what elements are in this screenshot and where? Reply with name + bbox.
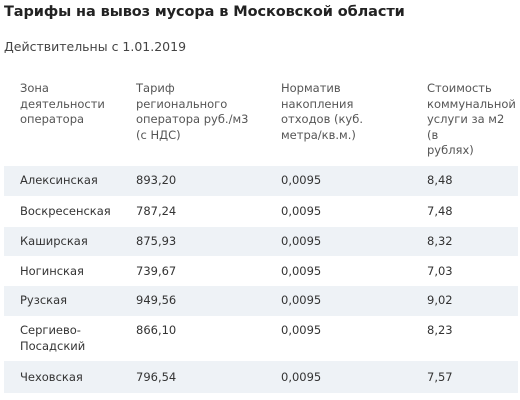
header-norm: Норматив накопления отходов (куб. метра/… [281,81,363,143]
cell-norm: 0,0095 [281,173,322,187]
cell-tariff: 875,93 [136,234,177,248]
cell-zone: Каширская [20,234,88,248]
cell-norm: 0,0095 [281,264,322,278]
header-tariff-line: регионального [136,96,228,111]
cell-cost: 7,57 [427,370,453,384]
cell-zone-line: Посадский [20,339,86,353]
cell-norm: 0,0095 [281,293,322,307]
cell-cost: 7,48 [427,204,453,218]
header-zone-line: деятельности [20,96,105,111]
header-cost-line: Стоимость [427,81,492,95]
cell-cost: 7,03 [427,264,453,278]
cell-zone: Чеховская [20,370,83,384]
header-norm-line: отходов (куб. [281,112,363,126]
cell-norm: 0,0095 [281,234,322,248]
cell-cost: 8,23 [427,323,453,337]
cell-cost: 8,32 [427,234,453,248]
header-tariff-line: оператора руб./м3 [136,112,249,126]
cell-tariff: 787,24 [136,204,177,218]
cell-tariff: 796,54 [136,370,177,384]
cell-zone: Рузская [20,293,68,307]
table-row: Воскресенская 787,24 0,0095 7,48 [4,196,518,227]
cell-zone-line: Сергиево- [20,323,81,337]
header-tariff: Тариф регионального оператора руб./м3 (с… [136,81,248,143]
table-header: Зона деятельности оператора Тариф регион… [4,72,518,166]
cell-zone: Ногинская [20,264,84,278]
header-cost-line: коммунальной [427,96,516,111]
header-cost: Стоимость коммунальной услуги за м2 (в р… [427,81,518,159]
table-row: Каширская 875,93 0,0095 8,32 [4,227,518,256]
cell-tariff: 949,56 [136,293,177,307]
cell-zone: Воскресенская [20,204,111,218]
cell-tariff: 866,10 [136,323,177,337]
header-zone: Зона деятельности оператора [20,81,105,128]
cell-cost: 8,48 [427,173,453,187]
header-norm-line: Норматив [281,81,341,95]
cell-zone: Алексинская [20,173,98,187]
cell-cost: 9,02 [427,293,453,307]
header-cost-line: рублях) [427,143,474,157]
table-row: Рузская 949,56 0,0095 9,02 [4,286,518,316]
cell-zone: Сергиево- Посадский [20,322,85,354]
header-tariff-line: (с НДС) [136,127,181,142]
table-row: Ногинская 739,67 0,0095 7,03 [4,256,518,286]
header-norm-line: накопления [281,96,354,111]
cell-norm: 0,0095 [281,370,322,384]
cell-norm: 0,0095 [281,323,322,337]
table-row: Чеховская 796,54 0,0095 7,57 [4,361,518,393]
table-row: Алексинская 893,20 0,0095 8,48 [4,166,518,196]
table-row: Сергиево- Посадский 866,10 0,0095 8,23 [4,316,518,361]
header-tariff-line: Тариф [136,81,175,95]
header-cost-line: услуги за м2 (в [427,112,505,142]
header-zone-line: Зона [20,81,49,95]
page-title: Тарифы на вывоз мусора в Московской обла… [4,4,405,20]
cell-tariff: 893,20 [136,173,177,187]
header-norm-line: метра/кв.м.) [281,127,356,142]
cell-tariff: 739,67 [136,264,177,278]
cell-norm: 0,0095 [281,204,322,218]
tariff-table: Зона деятельности оператора Тариф регион… [4,72,518,393]
header-zone-line: оператора [20,112,85,126]
page-subtitle: Действительны с 1.01.2019 [4,39,187,54]
